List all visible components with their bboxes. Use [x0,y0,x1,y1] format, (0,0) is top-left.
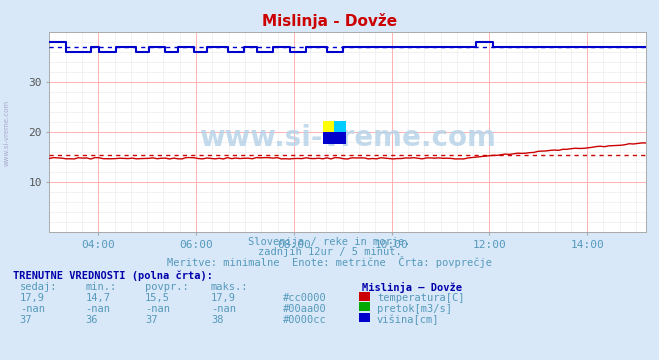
Text: 14,7: 14,7 [86,293,111,303]
Text: -nan: -nan [86,304,111,314]
Text: višina[cm]: višina[cm] [377,315,440,325]
Text: -nan: -nan [20,304,45,314]
Text: www.si-vreme.com: www.si-vreme.com [3,100,10,166]
Text: maks.:: maks.: [211,282,248,292]
Text: -nan: -nan [145,304,170,314]
Text: zadnjih 12ur / 5 minut.: zadnjih 12ur / 5 minut. [258,247,401,257]
Text: povpr.:: povpr.: [145,282,188,292]
Text: Meritve: minimalne  Enote: metrične  Črta: povprečje: Meritve: minimalne Enote: metrične Črta:… [167,256,492,268]
Text: -nan: -nan [211,304,236,314]
Text: 17,9: 17,9 [20,293,45,303]
Text: TRENUTNE VREDNOSTI (polna črta):: TRENUTNE VREDNOSTI (polna črta): [13,271,213,281]
Text: temperatura[C]: temperatura[C] [377,293,465,303]
Text: 15,5: 15,5 [145,293,170,303]
Text: sedaj:: sedaj: [20,282,57,292]
Text: #0000cc: #0000cc [283,315,327,325]
Text: 17,9: 17,9 [211,293,236,303]
Text: 38: 38 [211,315,223,325]
Text: Mislinja – Dovže: Mislinja – Dovže [362,282,463,293]
Text: pretok[m3/s]: pretok[m3/s] [377,304,452,314]
Text: Mislinja - Dovže: Mislinja - Dovže [262,13,397,28]
Text: #cc0000: #cc0000 [283,293,327,303]
Text: #00aa00: #00aa00 [283,304,327,314]
Text: Slovenija / reke in morje.: Slovenija / reke in morje. [248,237,411,247]
Text: min.:: min.: [86,282,117,292]
Text: 37: 37 [20,315,32,325]
Text: www.si-vreme.com: www.si-vreme.com [199,124,496,152]
Text: 37: 37 [145,315,158,325]
Text: 36: 36 [86,315,98,325]
